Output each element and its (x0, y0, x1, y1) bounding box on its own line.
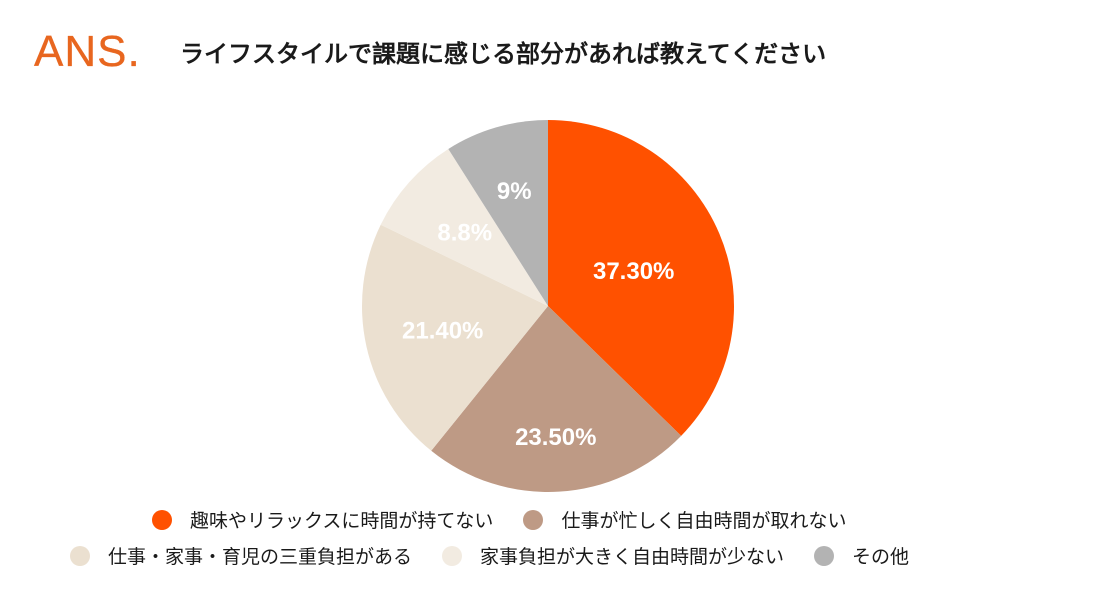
legend-item: 趣味やリラックスに時間が持てない (152, 506, 493, 533)
legend-swatch (442, 545, 463, 566)
legend-row-1: 趣味やリラックスに時間が持てない 仕事が忙しく自由時間が取れない (152, 506, 876, 533)
chart-title: ライフスタイルで課題に感じる部分があれば教えてください (180, 40, 827, 68)
legend-swatch (70, 545, 90, 566)
slice-data-label: 21.40% (402, 318, 483, 345)
legend-label: 家事負担が大きく自由時間が少ない (480, 546, 785, 568)
legend-label: 仕事・家事・育児の三重負担がある (108, 546, 413, 568)
legend-item: その他 (814, 542, 909, 569)
legend-label: 仕事が忙しく自由時間が取れない (561, 510, 847, 532)
pie-slice (548, 120, 734, 436)
legend-row-2: 仕事・家事・育児の三重負担がある 家事負担が大きく自由時間が少ない その他 (70, 542, 939, 569)
legend-item: 仕事・家事・育児の三重負担がある (70, 542, 412, 569)
legend-swatch (523, 509, 544, 530)
pie-slice (380, 148, 548, 306)
legend-label: その他 (852, 546, 910, 568)
slice-data-label: 9% (497, 178, 532, 205)
legend-swatch (814, 545, 835, 566)
brand-logo: ANS. (34, 27, 141, 76)
legend-item: 仕事が忙しく自由時間が取れない (523, 506, 846, 533)
pie-slice (362, 224, 548, 451)
slice-data-label: 8.8% (437, 220, 492, 247)
legend-item: 家事負担が大きく自由時間が少ない (442, 542, 784, 569)
slice-data-label: 37.30% (593, 258, 674, 285)
pie-slice (431, 306, 682, 492)
slice-data-label: 23.50% (515, 424, 596, 451)
pie-slice (448, 120, 548, 306)
legend-swatch (152, 509, 172, 530)
legend-label: 趣味やリラックスに時間が持てない (190, 510, 494, 532)
